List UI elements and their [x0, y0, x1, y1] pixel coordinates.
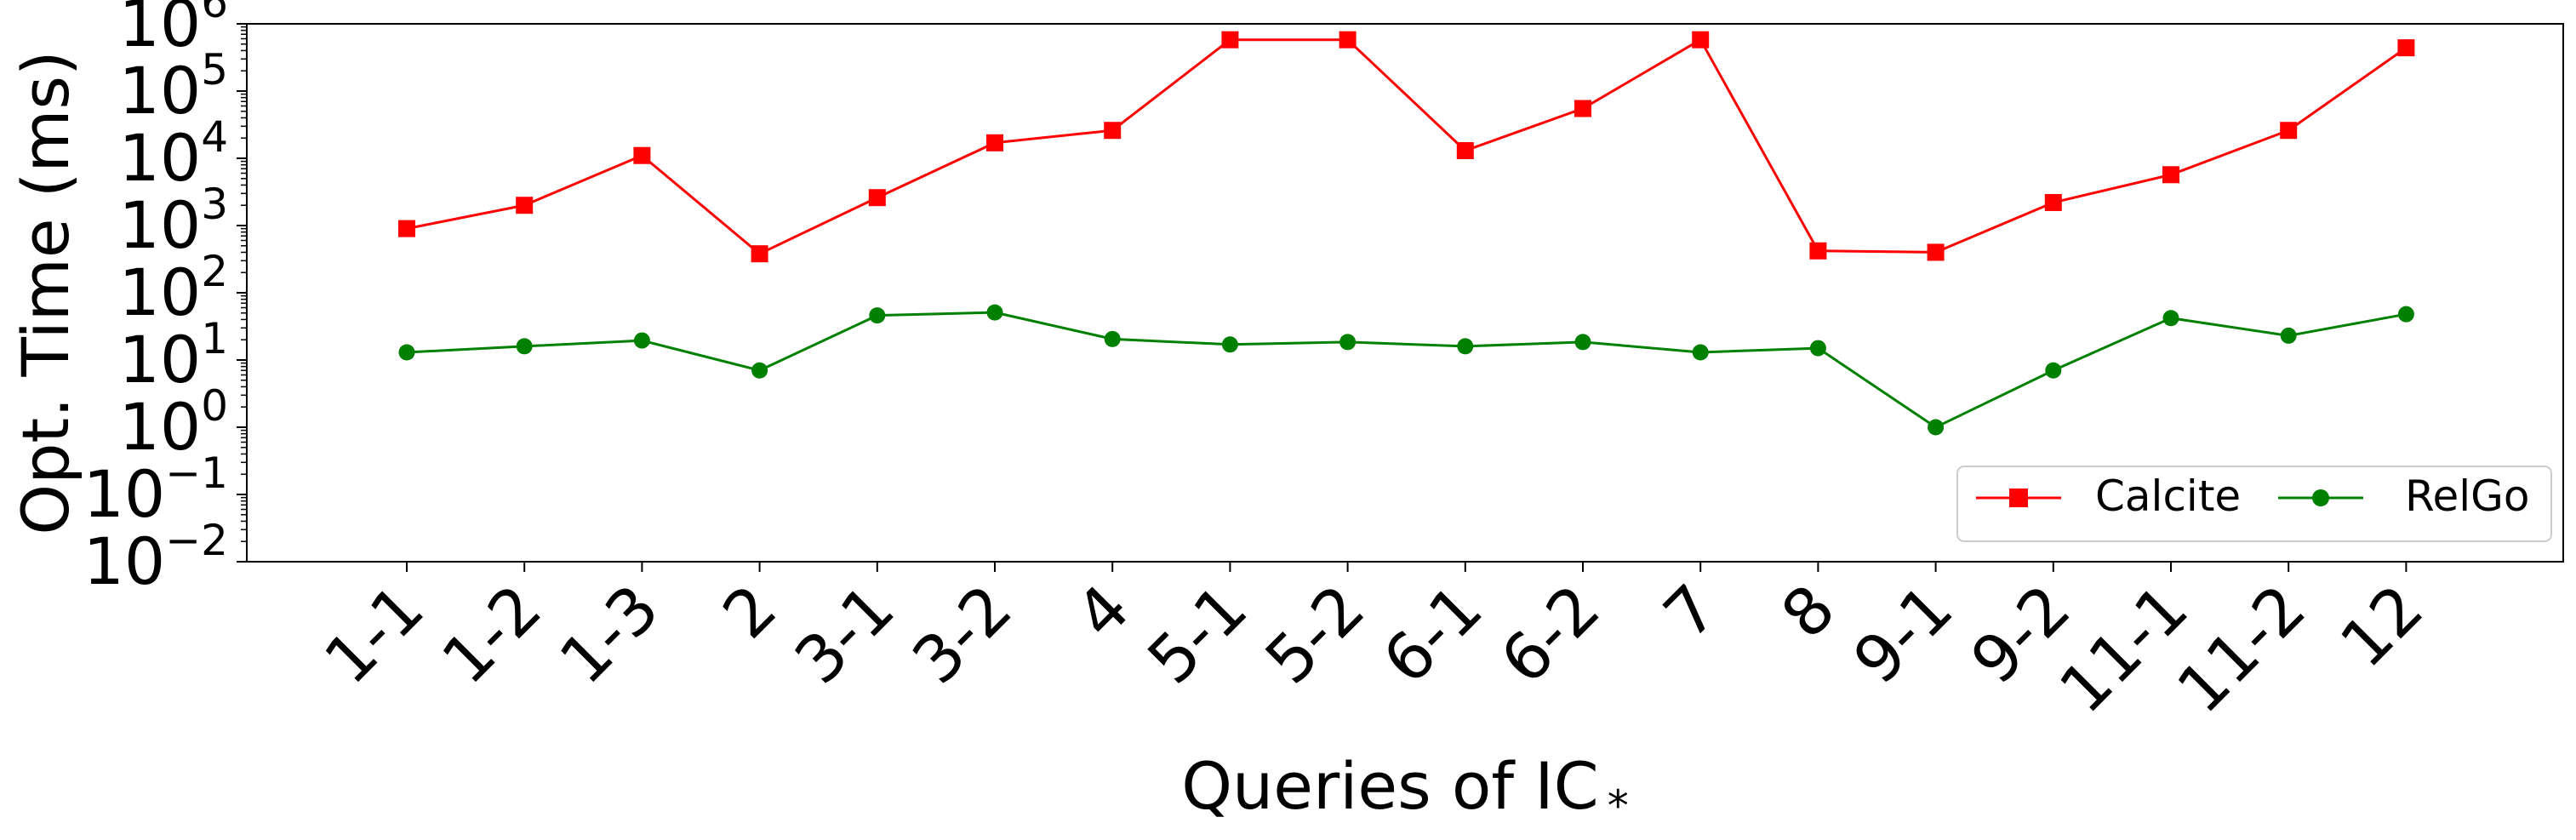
series-calcite-point	[1339, 31, 1357, 49]
series-relgo-point	[2280, 327, 2297, 344]
plot-area-frame	[246, 23, 2564, 563]
legend: Calcite RelGo	[1956, 466, 2552, 542]
series-calcite-point	[633, 146, 651, 164]
y-tick-label-base: 10	[118, 322, 201, 397]
series-relgo-point	[633, 332, 650, 349]
series-calcite-point	[1221, 31, 1239, 49]
series-relgo-point	[1574, 334, 1591, 351]
series-calcite-point	[1809, 242, 1827, 260]
x-axis-label-main: Queries of IC	[1181, 748, 1599, 824]
y-tick-label-exponent: 3	[201, 180, 228, 229]
series-relgo-point	[1339, 334, 1357, 351]
y-tick-label: 106	[118, 0, 228, 61]
series-relgo-point	[2045, 362, 2062, 379]
y-axis-label: Opt. Time (ms)	[8, 50, 83, 534]
series-calcite-point	[2044, 193, 2062, 211]
x-tick-label: 2	[708, 570, 791, 653]
series-relgo-point	[2162, 310, 2179, 327]
y-tick-label-base: 10	[83, 523, 166, 599]
series-calcite-point	[1692, 31, 1710, 49]
y-tick-label-exponent: 0	[201, 381, 228, 431]
y-tick-label: 104	[118, 112, 228, 196]
series-calcite	[398, 31, 2415, 263]
y-tick-label-exponent: 1	[201, 314, 228, 363]
series-calcite-point	[986, 134, 1003, 151]
x-tick-label: 1-3	[545, 570, 673, 699]
x-tick-label: 11-2	[2162, 570, 2320, 728]
x-tick-label: 5-2	[1251, 570, 1379, 699]
y-tick-label-base: 10	[118, 254, 201, 330]
series-relgo-point	[1809, 340, 1826, 357]
x-tick-label: 1-2	[427, 570, 556, 699]
y-tick-label: 10−1	[83, 449, 228, 532]
x-tick-label: 6-1	[1368, 570, 1497, 699]
legend-calcite-label: Calcite	[2095, 471, 2241, 521]
series-relgo-point	[1221, 336, 1238, 353]
series-calcite-point	[1574, 100, 1591, 117]
y-tick-label-base: 10	[118, 0, 201, 61]
series-relgo-point	[516, 338, 533, 355]
series-calcite-point	[1104, 122, 1122, 140]
series-relgo-point	[1457, 338, 1474, 355]
y-tick-label-exponent: −1	[165, 449, 228, 498]
series-relgo-point	[751, 362, 768, 379]
y-tick-label-base: 10	[83, 456, 166, 532]
series-relgo-point	[1928, 419, 1945, 436]
y-tick-label-base: 10	[118, 120, 201, 196]
series-calcite-point	[1927, 243, 1945, 261]
plot-series	[398, 31, 2415, 436]
series-relgo-point	[986, 304, 1003, 321]
series-calcite-line	[406, 38, 2408, 255]
x-tick-label: 11-1	[2045, 570, 2202, 728]
legend-relgo-label: RelGo	[2405, 471, 2529, 521]
series-relgo-point	[869, 307, 886, 324]
x-tick-label: 8	[1767, 570, 1849, 653]
series-calcite-point	[751, 245, 768, 263]
x-tick-label: 5-1	[1133, 570, 1261, 699]
series-calcite-point	[868, 189, 886, 207]
series-calcite-point	[398, 220, 415, 237]
y-tick-label: 10−2	[83, 516, 228, 599]
y-tick-label: 105	[118, 45, 228, 129]
series-calcite-point	[2397, 39, 2415, 57]
series-calcite-point	[516, 197, 534, 214]
y-tick-label: 101	[118, 314, 228, 397]
x-tick-label: 12	[2326, 570, 2437, 682]
x-axis-label: Queries of IC *	[1181, 748, 1629, 831]
y-tick-label-base: 10	[118, 53, 201, 129]
x-tick-label: 3-2	[898, 570, 1026, 699]
x-tick-label: 6-2	[1486, 570, 1614, 699]
x-tick-label: 7	[1649, 570, 1732, 653]
y-tick-label-exponent: 2	[201, 247, 228, 296]
x-axis-label-subscript: *	[1608, 781, 1629, 831]
y-tick-label-exponent: 5	[201, 45, 228, 94]
series-calcite-point	[1456, 141, 1474, 159]
series-relgo-point	[1104, 330, 1121, 347]
y-tick-label-exponent: 4	[201, 112, 228, 162]
y-tick-label: 102	[118, 247, 228, 330]
series-relgo-point	[2397, 306, 2414, 323]
legend-calcite-marker	[2009, 489, 2028, 507]
legend-frame	[1956, 466, 2552, 542]
legend-relgo-marker	[2312, 489, 2329, 506]
x-tick-label: 4	[1061, 570, 1144, 653]
series-calcite-point	[2162, 166, 2179, 184]
x-tick-label: 1-1	[310, 570, 438, 699]
y-tick-label: 103	[118, 180, 228, 263]
series-relgo	[398, 304, 2414, 436]
x-axis-ticks: 1-11-21-3 23-13-2 45-15-26-16-2 7 89-19-211-…	[310, 562, 2437, 728]
y-tick-label-exponent: 6	[201, 0, 228, 27]
x-tick-label: 3-1	[780, 570, 909, 699]
series-calcite-point	[2280, 122, 2298, 140]
series-relgo-point	[398, 344, 415, 361]
y-tick-label-exponent: −2	[165, 516, 228, 565]
series-relgo-line	[406, 311, 2407, 429]
series-relgo-point	[1692, 344, 1709, 361]
y-tick-label-base: 10	[118, 389, 201, 465]
y-tick-label: 100	[118, 381, 228, 465]
y-tick-label-base: 10	[118, 187, 201, 263]
x-tick-label: 9-1	[1839, 570, 1968, 699]
